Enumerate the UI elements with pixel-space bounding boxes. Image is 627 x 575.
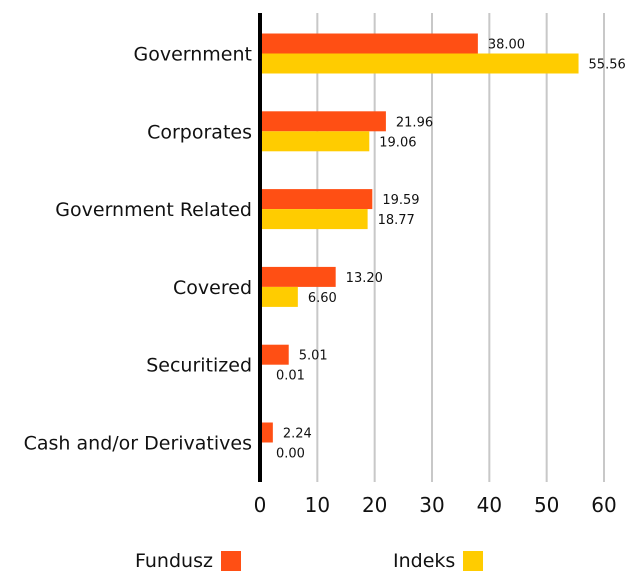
legend-item-fundusz: Fundusz: [135, 550, 241, 572]
value-label-fundusz-government: 38.00: [488, 38, 525, 53]
bar-indeks-government-related: [260, 209, 368, 230]
bar-fundusz-government: [260, 33, 478, 54]
bar-fundusz-government-related: [260, 189, 373, 210]
category-label-corporates: Corporates: [147, 121, 252, 143]
value-label-fundusz-cash-and-or-derivatives: 2.24: [283, 427, 312, 442]
category-labels: Government Corporates Government Related Co…: [24, 44, 252, 455]
gridlines: [316, 13, 605, 482]
bar-fundusz-cash-and-or-derivatives: [260, 422, 273, 443]
bar-indeks-covered: [260, 286, 298, 307]
x-tick-label-20: 20: [362, 493, 387, 517]
x-tick-labels: 0 10 20 30 40 50 60: [254, 493, 617, 517]
category-label-government: Government: [134, 44, 253, 66]
x-tick-label-10: 10: [305, 493, 330, 517]
value-label-fundusz-corporates: 21.96: [396, 115, 433, 130]
value-label-indeks-corporates: 19.06: [379, 135, 416, 150]
bars: [260, 33, 579, 443]
category-label-government-related: Government Related: [55, 199, 252, 221]
category-label-cash-and-or-derivatives: Cash and/or Derivatives: [24, 433, 252, 455]
value-label-indeks-government-related: 18.77: [378, 213, 415, 228]
value-label-fundusz-government-related: 19.59: [382, 193, 419, 208]
value-labels: 38.00 55.56 21.96 19.06 19.59 18.77 13.20 6.60 5…: [276, 38, 626, 462]
bar-indeks-government: [260, 53, 579, 74]
x-tick-label-40: 40: [477, 493, 502, 517]
value-label-indeks-cash-and-or-derivatives: 0.00: [276, 447, 305, 462]
category-label-securitized: Securitized: [146, 355, 252, 377]
x-tick-label-60: 60: [591, 493, 616, 517]
category-label-covered: Covered: [173, 277, 252, 299]
bar-indeks-corporates: [260, 131, 370, 152]
value-label-fundusz-securitized: 5.01: [299, 349, 328, 364]
legend-item-indeks: Indeks: [393, 550, 484, 572]
value-label-indeks-securitized: 0.01: [276, 369, 305, 384]
legend-label-fundusz: Fundusz: [135, 550, 213, 572]
x-tick-label-30: 30: [419, 493, 444, 517]
x-tick-label-0: 0: [254, 493, 267, 517]
legend-swatch-fundusz: [220, 551, 241, 571]
bar-fundusz-covered: [260, 266, 336, 287]
bar-fundusz-securitized: [260, 344, 289, 365]
value-label-indeks-government: 55.56: [589, 58, 626, 73]
legend-label-indeks: Indeks: [393, 550, 456, 572]
value-label-fundusz-covered: 13.20: [346, 271, 383, 286]
x-tick-label-50: 50: [534, 493, 559, 517]
value-label-indeks-covered: 6.60: [308, 291, 337, 306]
legend-swatch-indeks: [463, 551, 484, 571]
bar-fundusz-corporates: [260, 111, 386, 132]
